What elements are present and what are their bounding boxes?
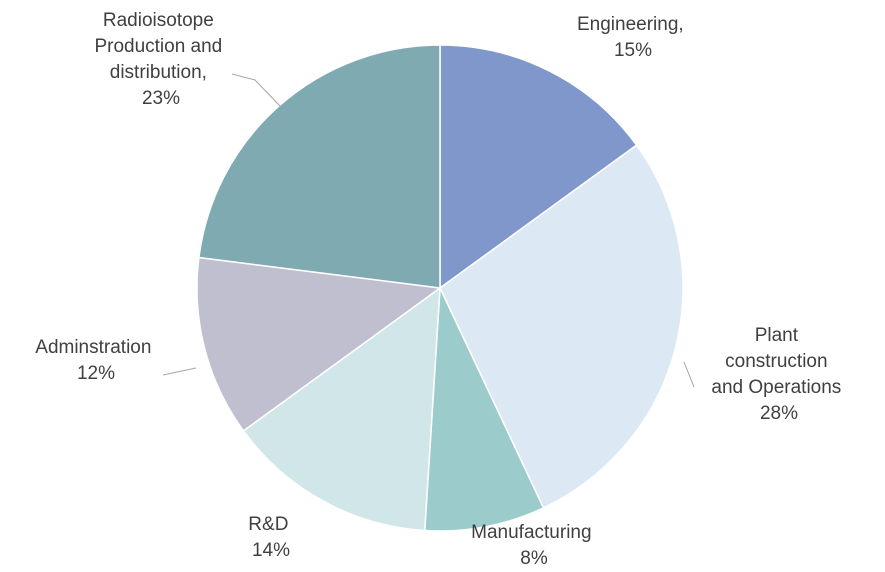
slice-label-engineering: Engineering, 15% [577,14,689,61]
slice-labels: Engineering, 15% Plant construction and … [35,10,846,569]
pie-slices [196,44,684,532]
slice-label-administration: Adminstration 12% [35,337,156,384]
pie-slice-engineering [439,44,638,290]
slice-label-manufacturing: Manufacturing 8% [471,522,597,569]
pie-slice-radioisotope [198,44,441,289]
leader-line-radioisotope [231,73,281,107]
slice-label-rd: R&D 14% [248,514,293,561]
slice-label-radioisotope: Radioisotope Production and distribution… [94,10,227,109]
pie-slice-administration [196,256,442,432]
leader-line-administration [162,367,197,376]
pie-slice-plant-construction [439,144,684,509]
leader-lines [162,73,695,388]
leader-line-plant-construction [683,361,695,388]
pie-slice-rd [242,286,441,532]
slice-label-plant-construction: Plant construction and Operations 28% [711,325,846,424]
pie-slice-manufacturing [423,287,545,532]
